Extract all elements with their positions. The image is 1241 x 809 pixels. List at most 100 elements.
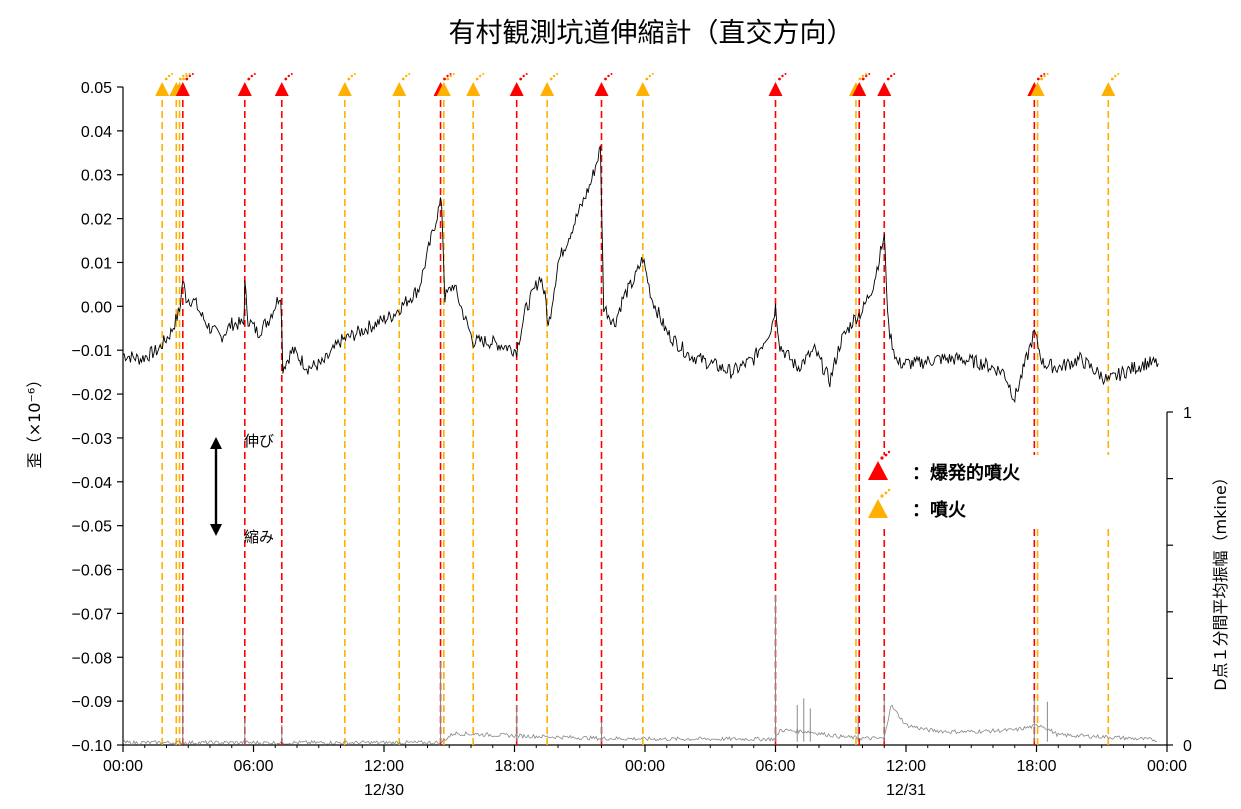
event-marker-dot [522, 74, 525, 78]
event-marker-triangle [237, 82, 252, 96]
x-tick-label: 06:00 [755, 758, 795, 775]
event-marker-dot [651, 73, 654, 75]
event-marker-dot [408, 73, 411, 75]
event-marker-triangle [466, 82, 481, 96]
right-axis-label: D点１分間平均振幅（mkine） [1211, 469, 1230, 691]
event-marker-dot [167, 74, 171, 78]
explosive-marker-icon [877, 73, 896, 96]
event-marker-dot [446, 74, 449, 78]
event-marker-dot [164, 77, 168, 81]
event-marker-dot [861, 74, 865, 78]
event-marker-dot [185, 77, 189, 81]
eruption-marker-icon [436, 73, 455, 96]
eruption-marker-icon [392, 73, 411, 96]
left-tick-label: −0.01 [72, 343, 113, 360]
x-tick-label: 00:00 [1147, 758, 1187, 775]
event-marker-dot [648, 74, 652, 78]
x-tick-label: 18:00 [494, 758, 534, 775]
event-marker-dot [401, 77, 405, 81]
left-tick-label: −0.04 [72, 475, 113, 492]
eruption-marker-icon [635, 73, 654, 96]
x-date-label: 12/31 [886, 782, 926, 799]
event-marker-dot [1040, 74, 1043, 78]
event-marker-dot [549, 77, 553, 81]
event-marker-dot [185, 73, 188, 75]
series-layer [122, 145, 1159, 746]
event-marker-dot [1043, 74, 1046, 78]
event-marker-dot [865, 74, 868, 78]
left-tick-label: −0.02 [72, 387, 113, 404]
event-marker-dot [1043, 73, 1046, 75]
left-tick-label: −0.07 [72, 606, 113, 623]
legend-background [870, 455, 1140, 525]
left-tick-label: −0.10 [72, 738, 113, 755]
event-marker-triangle [635, 82, 650, 96]
event-marker-dot [893, 73, 896, 75]
event-marker-dot [350, 74, 354, 78]
event-marker-dot [191, 73, 194, 75]
extension-label: 伸び [244, 432, 274, 450]
event-marker-triangle [594, 82, 609, 96]
event-marker-dot [645, 77, 649, 81]
strain-series-line [122, 145, 1159, 404]
right-tick-label: 0 [1183, 738, 1192, 755]
event-marker-dot [250, 74, 253, 78]
event-marker-dot [861, 77, 865, 81]
amplitude-series-line [122, 704, 1158, 746]
left-tick-label: 0.03 [81, 168, 112, 185]
event-marker-dot [171, 73, 174, 75]
left-tick-label: −0.08 [72, 650, 113, 667]
eruption-marker-icon [1101, 73, 1120, 96]
event-marker-triangle [155, 82, 170, 96]
event-marker-dot [290, 73, 293, 75]
event-marker-triangle [274, 82, 289, 96]
event-marker-triangle [1030, 82, 1045, 96]
event-marker-dot [188, 73, 191, 75]
event-marker-triangle [1101, 82, 1116, 96]
explosive-marker-icon [274, 73, 293, 96]
event-marker-dot [525, 73, 528, 75]
event-marker-triangle [337, 82, 352, 96]
event-marker-dot [1046, 73, 1049, 75]
eruption-marker-icon [540, 73, 559, 96]
event-marker-triangle [436, 82, 451, 96]
left-tick-label: 0.04 [81, 124, 112, 141]
event-marker-dot [556, 73, 559, 75]
eruption-marker-icon [337, 73, 356, 96]
x-tick-label: 00:00 [103, 758, 143, 775]
event-marker-dot [864, 73, 867, 75]
eruption-marker-icon [1030, 73, 1049, 96]
explosive-marker-icon [237, 73, 256, 96]
left-tick-label: 0.01 [81, 255, 112, 272]
left-tick-label: −0.05 [72, 519, 113, 536]
explosive-marker-icon [175, 73, 194, 96]
left-tick-label: 0.00 [81, 299, 112, 316]
event-marker-dot [287, 74, 290, 78]
event-marker-triangle [540, 82, 555, 96]
legend-explosive-icon [868, 450, 891, 480]
x-tick-label: 00:00 [625, 758, 665, 775]
event-marker-dot [1040, 77, 1043, 81]
event-marker-dot [886, 77, 890, 81]
event-marker-dot [478, 74, 482, 78]
event-marker-dot [868, 73, 871, 75]
event-marker-dot [475, 77, 479, 81]
event-marker-dot [284, 77, 288, 81]
legend: ：爆発的噴火 ：噴火 [868, 450, 1140, 525]
event-marker-dot [519, 77, 523, 81]
event-marker-triangle [175, 82, 190, 96]
x-tick-label: 12:00 [886, 758, 926, 775]
explosive-marker-icon [594, 73, 613, 96]
event-marker-triangle [509, 82, 524, 96]
event-marker-dot [610, 73, 613, 75]
legend-eruption-label: ：噴火 [912, 500, 967, 521]
explosive-marker-icon [852, 73, 871, 96]
event-marker-dot [781, 74, 784, 78]
event-marker-triangle [877, 82, 892, 96]
left-tick-label: 0.02 [81, 212, 112, 229]
event-marker-triangle [768, 82, 783, 96]
event-lines [161, 89, 1110, 745]
left-tick-label: 0.05 [81, 80, 112, 97]
event-marker-dot [185, 74, 188, 78]
left-tick-label: −0.09 [72, 694, 113, 711]
